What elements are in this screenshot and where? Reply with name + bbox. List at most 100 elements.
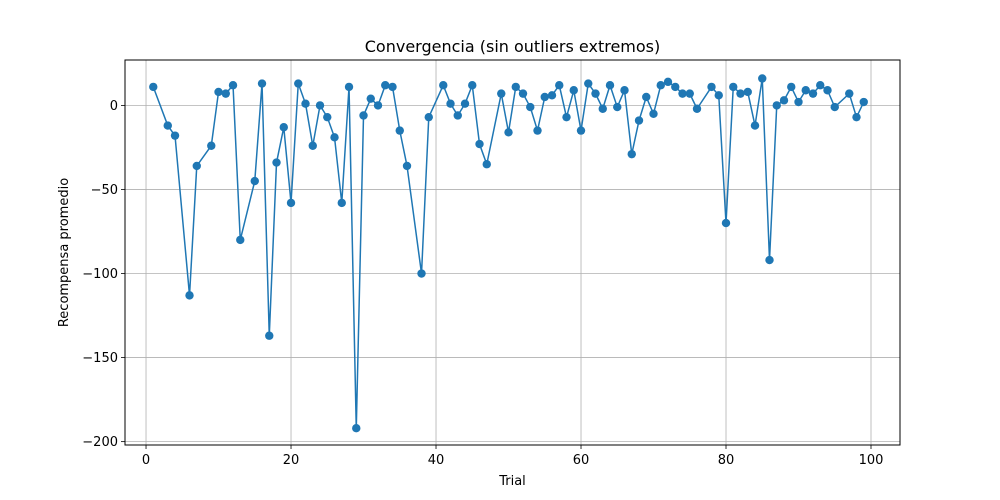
data-point: [576, 126, 586, 135]
data-point: [852, 112, 861, 122]
data-point: [758, 74, 767, 83]
data-point: [192, 161, 201, 171]
data-point: [214, 87, 223, 97]
data-point: [272, 158, 281, 167]
data-point: [721, 218, 731, 228]
data-point: [634, 116, 644, 125]
data-point: [663, 77, 673, 87]
data-point: [598, 104, 607, 113]
data-point: [794, 97, 803, 107]
data-point: [685, 89, 694, 98]
data-point: [388, 82, 397, 92]
data-point: [286, 198, 296, 208]
x-tick-label: 100: [859, 453, 884, 468]
plot-area-frame: [124, 59, 901, 446]
data-point: [656, 81, 665, 90]
data-point: [417, 269, 426, 278]
series-line: [152, 77, 865, 429]
data-point: [808, 89, 818, 98]
data-point: [518, 89, 528, 98]
data-point: [207, 141, 216, 150]
data-point: [714, 91, 723, 100]
data-point: [555, 81, 564, 90]
x-tick-label: 0: [142, 453, 150, 468]
series: [149, 74, 868, 433]
data-point: [750, 121, 760, 130]
data-point: [170, 131, 180, 140]
grid: [125, 60, 900, 445]
data-point: [845, 89, 854, 98]
data-point: [620, 86, 629, 95]
data-point: [787, 82, 796, 92]
y-tick-label: −150: [82, 351, 118, 366]
data-point: [308, 141, 317, 150]
data-point: [584, 79, 593, 88]
data-point: [772, 101, 781, 110]
data-point: [729, 82, 738, 92]
data-point: [395, 126, 404, 135]
y-tick-label: 0: [110, 99, 118, 114]
data-point: [678, 89, 687, 98]
x-tick-label: 60: [573, 453, 590, 468]
data-point: [736, 89, 745, 98]
data-point: [344, 82, 354, 92]
data-point: [671, 82, 680, 92]
data-point: [424, 112, 433, 122]
data-point: [359, 111, 368, 120]
data-point: [460, 99, 470, 108]
data-point: [185, 291, 194, 300]
data-point: [236, 235, 245, 245]
data-point: [257, 79, 267, 88]
data-point: [352, 423, 361, 433]
data-point: [337, 198, 346, 208]
data-point: [446, 99, 455, 108]
data-point: [859, 97, 868, 107]
data-point: [823, 86, 832, 95]
x-tick-label: 40: [428, 453, 445, 468]
data-point: [779, 96, 789, 105]
data-point: [265, 331, 274, 340]
data-point: [315, 101, 325, 110]
data-point: [301, 99, 310, 108]
y-tick-label: −50: [91, 183, 118, 198]
x-tick-label: 20: [283, 453, 300, 468]
data-point: [366, 94, 375, 103]
data-point: [402, 161, 412, 171]
data-point: [533, 126, 542, 135]
data-point: [250, 176, 259, 186]
data-point: [830, 102, 839, 112]
data-point: [453, 111, 462, 120]
axis-ticks: 0 20 40 60 80 100 0 −50 −100 −150 −200: [82, 99, 883, 468]
data-point: [569, 86, 578, 95]
data-point: [540, 92, 549, 102]
data-point: [228, 81, 238, 90]
data-point: [692, 104, 702, 113]
data-point: [381, 81, 390, 90]
x-tick-label: 80: [718, 453, 735, 468]
data-point: [613, 102, 622, 112]
data-point: [562, 112, 571, 122]
y-axis-label: Recompensa promedio: [57, 178, 72, 327]
data-point: [526, 102, 535, 112]
data-point: [323, 112, 332, 122]
y-tick-label: −100: [82, 267, 118, 282]
data-point: [591, 89, 600, 98]
data-point: [468, 81, 477, 90]
data-point: [547, 91, 557, 100]
data-point: [475, 139, 484, 149]
data-point: [163, 121, 172, 130]
data-point: [497, 89, 506, 98]
data-point: [511, 82, 520, 92]
data-point: [801, 86, 810, 95]
data-point: [605, 81, 615, 90]
data-point: [707, 82, 716, 92]
data-point: [221, 89, 230, 98]
data-point: [439, 81, 448, 90]
data-point: [642, 92, 651, 102]
data-point: [743, 87, 752, 97]
data-point: [504, 128, 513, 137]
data-point: [373, 101, 383, 110]
data-point: [279, 123, 288, 132]
data-point: [482, 160, 491, 169]
